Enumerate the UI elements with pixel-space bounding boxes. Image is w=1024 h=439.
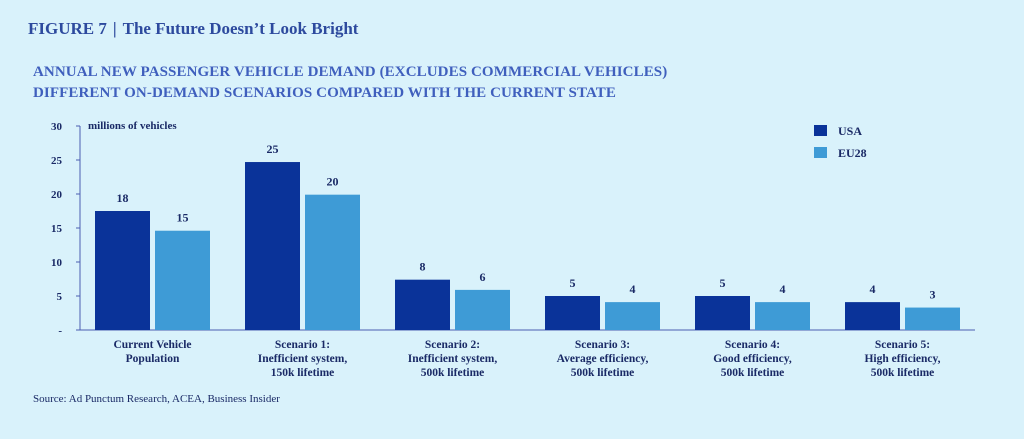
bar-eu28 <box>305 194 360 330</box>
bar-usa <box>95 211 150 330</box>
y-axis-label: millions of vehicles <box>88 120 177 132</box>
data-label: 5 <box>570 276 576 290</box>
category-label: Current Vehicle <box>113 339 191 351</box>
legend-swatch-eu28 <box>814 147 827 158</box>
y-tick-label: 25 <box>51 155 63 167</box>
category-label: Average efficiency, <box>557 353 649 365</box>
bar-usa <box>695 296 750 330</box>
y-tick-label: 10 <box>51 257 63 269</box>
legend-label: EU28 <box>838 146 867 160</box>
data-label: 4 <box>780 282 786 296</box>
chart-subtitle-line-2: DIFFERENT ON-DEMAND SCENARIOS COMPARED W… <box>33 85 616 101</box>
category-label: High efficiency, <box>864 353 940 365</box>
data-label: 6 <box>480 270 486 284</box>
y-tick-label: - <box>58 325 62 337</box>
data-label: 4 <box>630 282 636 296</box>
category-label: 500k lifetime <box>721 367 785 379</box>
bar-usa <box>845 302 900 330</box>
figure-separator: | <box>112 19 117 38</box>
y-tick-label: 15 <box>51 223 63 235</box>
data-label: 15 <box>177 211 189 225</box>
figure-label: FIGURE 7 <box>28 19 107 38</box>
category-label: Scenario 1: <box>275 339 330 351</box>
category-label: Scenario 5: <box>875 339 930 351</box>
category-label: Inefficient system, <box>258 353 348 365</box>
data-label: 20 <box>327 175 339 189</box>
source-note: Source: Ad Punctum Research, ACEA, Busin… <box>33 393 280 405</box>
category-label: Good efficiency, <box>713 353 792 365</box>
figure-heading: FIGURE 7 | The Future Doesn’t Look Bright <box>28 19 358 39</box>
bar-usa <box>395 279 450 330</box>
bar-usa <box>245 162 300 330</box>
bar-usa <box>545 296 600 330</box>
bar-eu28 <box>755 302 810 330</box>
y-tick-label: 20 <box>51 189 63 201</box>
data-label: 5 <box>720 276 726 290</box>
legend-label: USA <box>838 124 862 138</box>
bar-eu28 <box>905 307 960 330</box>
data-label: 8 <box>420 260 426 274</box>
category-label: 150k lifetime <box>271 367 335 379</box>
figure-title: The Future Doesn’t Look Bright <box>122 19 359 38</box>
category-label: 500k lifetime <box>571 367 635 379</box>
category-label: 500k lifetime <box>421 367 485 379</box>
category-label: 500k lifetime <box>871 367 935 379</box>
data-label: 18 <box>117 191 129 205</box>
data-label: 3 <box>930 288 936 302</box>
data-label: 4 <box>870 282 876 296</box>
legend-swatch-usa <box>814 125 827 136</box>
data-label: 25 <box>267 142 279 156</box>
category-label: Scenario 4: <box>725 339 780 351</box>
bar-eu28 <box>155 230 210 330</box>
category-label: Scenario 2: <box>425 339 480 351</box>
bar-eu28 <box>605 302 660 330</box>
y-tick-label: 30 <box>51 121 63 133</box>
category-label: Inefficient system, <box>408 353 498 365</box>
chart-subtitle-line-1: ANNUAL NEW PASSENGER VEHICLE DEMAND (EXC… <box>33 64 668 80</box>
y-tick-label: 5 <box>57 291 63 303</box>
bar-eu28 <box>455 289 510 330</box>
category-label: Scenario 3: <box>575 339 630 351</box>
category-label: Population <box>126 353 180 365</box>
